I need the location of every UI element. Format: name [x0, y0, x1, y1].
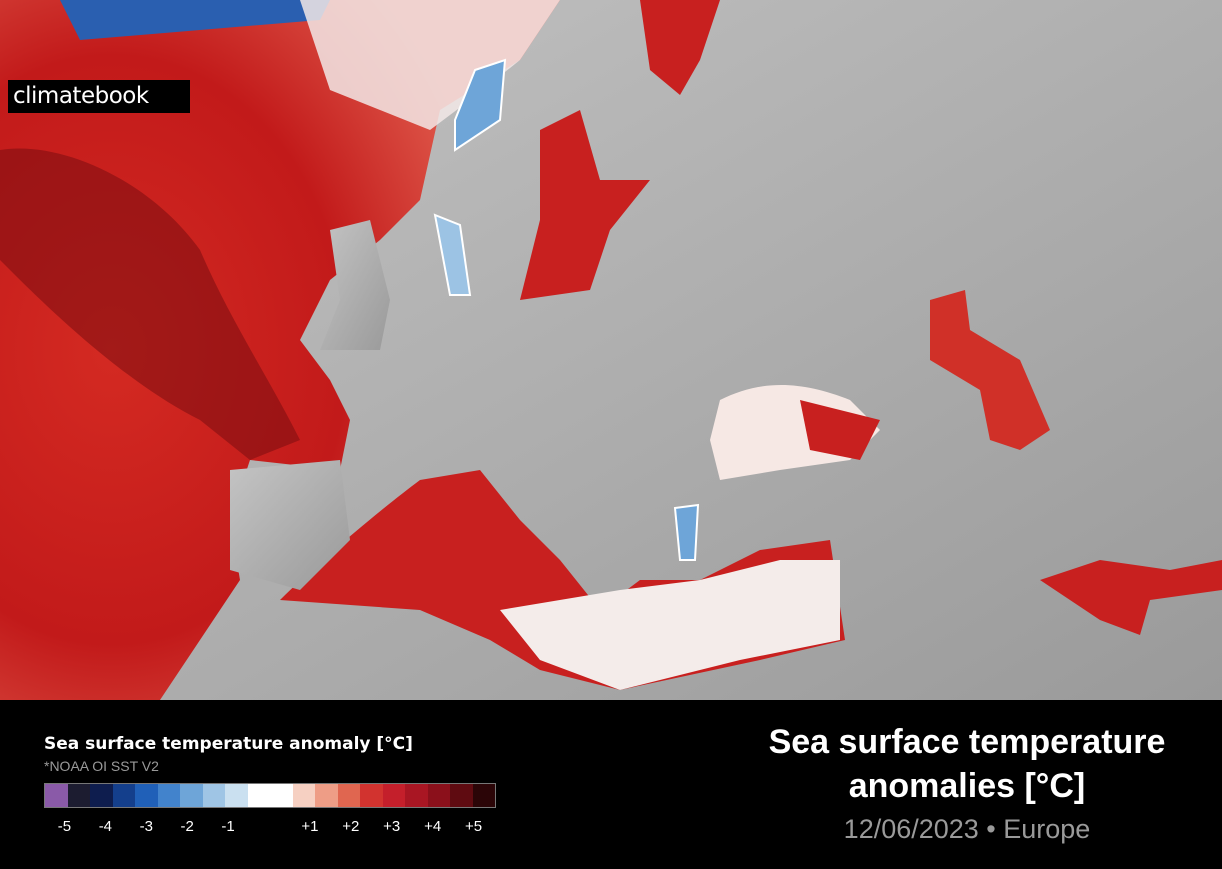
tick-label: -3: [139, 818, 153, 835]
cool-patch: [300, 0, 560, 130]
black-sea-warm: [800, 400, 880, 460]
color-swatch: [405, 784, 428, 807]
tick-label: +2: [342, 818, 360, 835]
color-swatch: [472, 784, 495, 807]
color-swatch: [270, 784, 293, 807]
title: Sea surface temperature anomalies [°C]: [768, 723, 1166, 805]
map: [0, 0, 1222, 700]
color-swatch: [337, 784, 360, 807]
tick-label: +5: [464, 818, 483, 835]
color-swatch: [292, 784, 315, 807]
tick-label: -1: [221, 818, 235, 835]
color-bar: [44, 783, 496, 808]
footer: Sea surface temperature anomaly [°C] *NO…: [0, 700, 1222, 869]
legend-title: Sea surface temperature anomaly [°C]: [44, 734, 413, 754]
color-swatch: [112, 784, 135, 807]
gulf: [1040, 560, 1222, 635]
warm-core: [0, 148, 300, 460]
tick-label: +1: [301, 818, 319, 835]
color-swatch: [157, 784, 180, 807]
color-swatch: [135, 784, 158, 807]
color-swatch: [180, 784, 203, 807]
color-swatch: [90, 784, 113, 807]
color-swatch: [225, 784, 248, 807]
black-sea: [710, 385, 880, 480]
subtitle: 12/06/2023 • Europe: [843, 814, 1091, 844]
color-swatch: [315, 784, 338, 807]
logo: climatebook: [8, 80, 190, 113]
color-swatch: [427, 784, 450, 807]
cold-box: [454, 58, 507, 152]
legend-source: *NOAA OI SST V2: [44, 758, 159, 774]
baltic: [520, 110, 650, 300]
color-swatch: [360, 784, 383, 807]
east-med: [500, 560, 840, 690]
caspian: [930, 290, 1050, 450]
color-swatch: [67, 784, 90, 807]
white-sea: [640, 0, 720, 95]
color-swatch: [247, 784, 270, 807]
iberia: [230, 460, 350, 590]
atlantic: [0, 0, 560, 700]
color-swatch: [202, 784, 225, 807]
tick-label: +4: [424, 818, 442, 835]
color-swatch: [450, 784, 473, 807]
cold-box: [433, 213, 472, 296]
color-swatch: [382, 784, 405, 807]
tick-label: -2: [180, 818, 194, 835]
cold-patch: [60, 0, 330, 40]
color-swatch: [45, 784, 68, 807]
britain: [320, 220, 390, 350]
tick-label: -5: [57, 818, 72, 835]
tick-label: +3: [383, 818, 401, 835]
tick-label: -4: [98, 818, 113, 835]
cold-box: [673, 503, 700, 561]
